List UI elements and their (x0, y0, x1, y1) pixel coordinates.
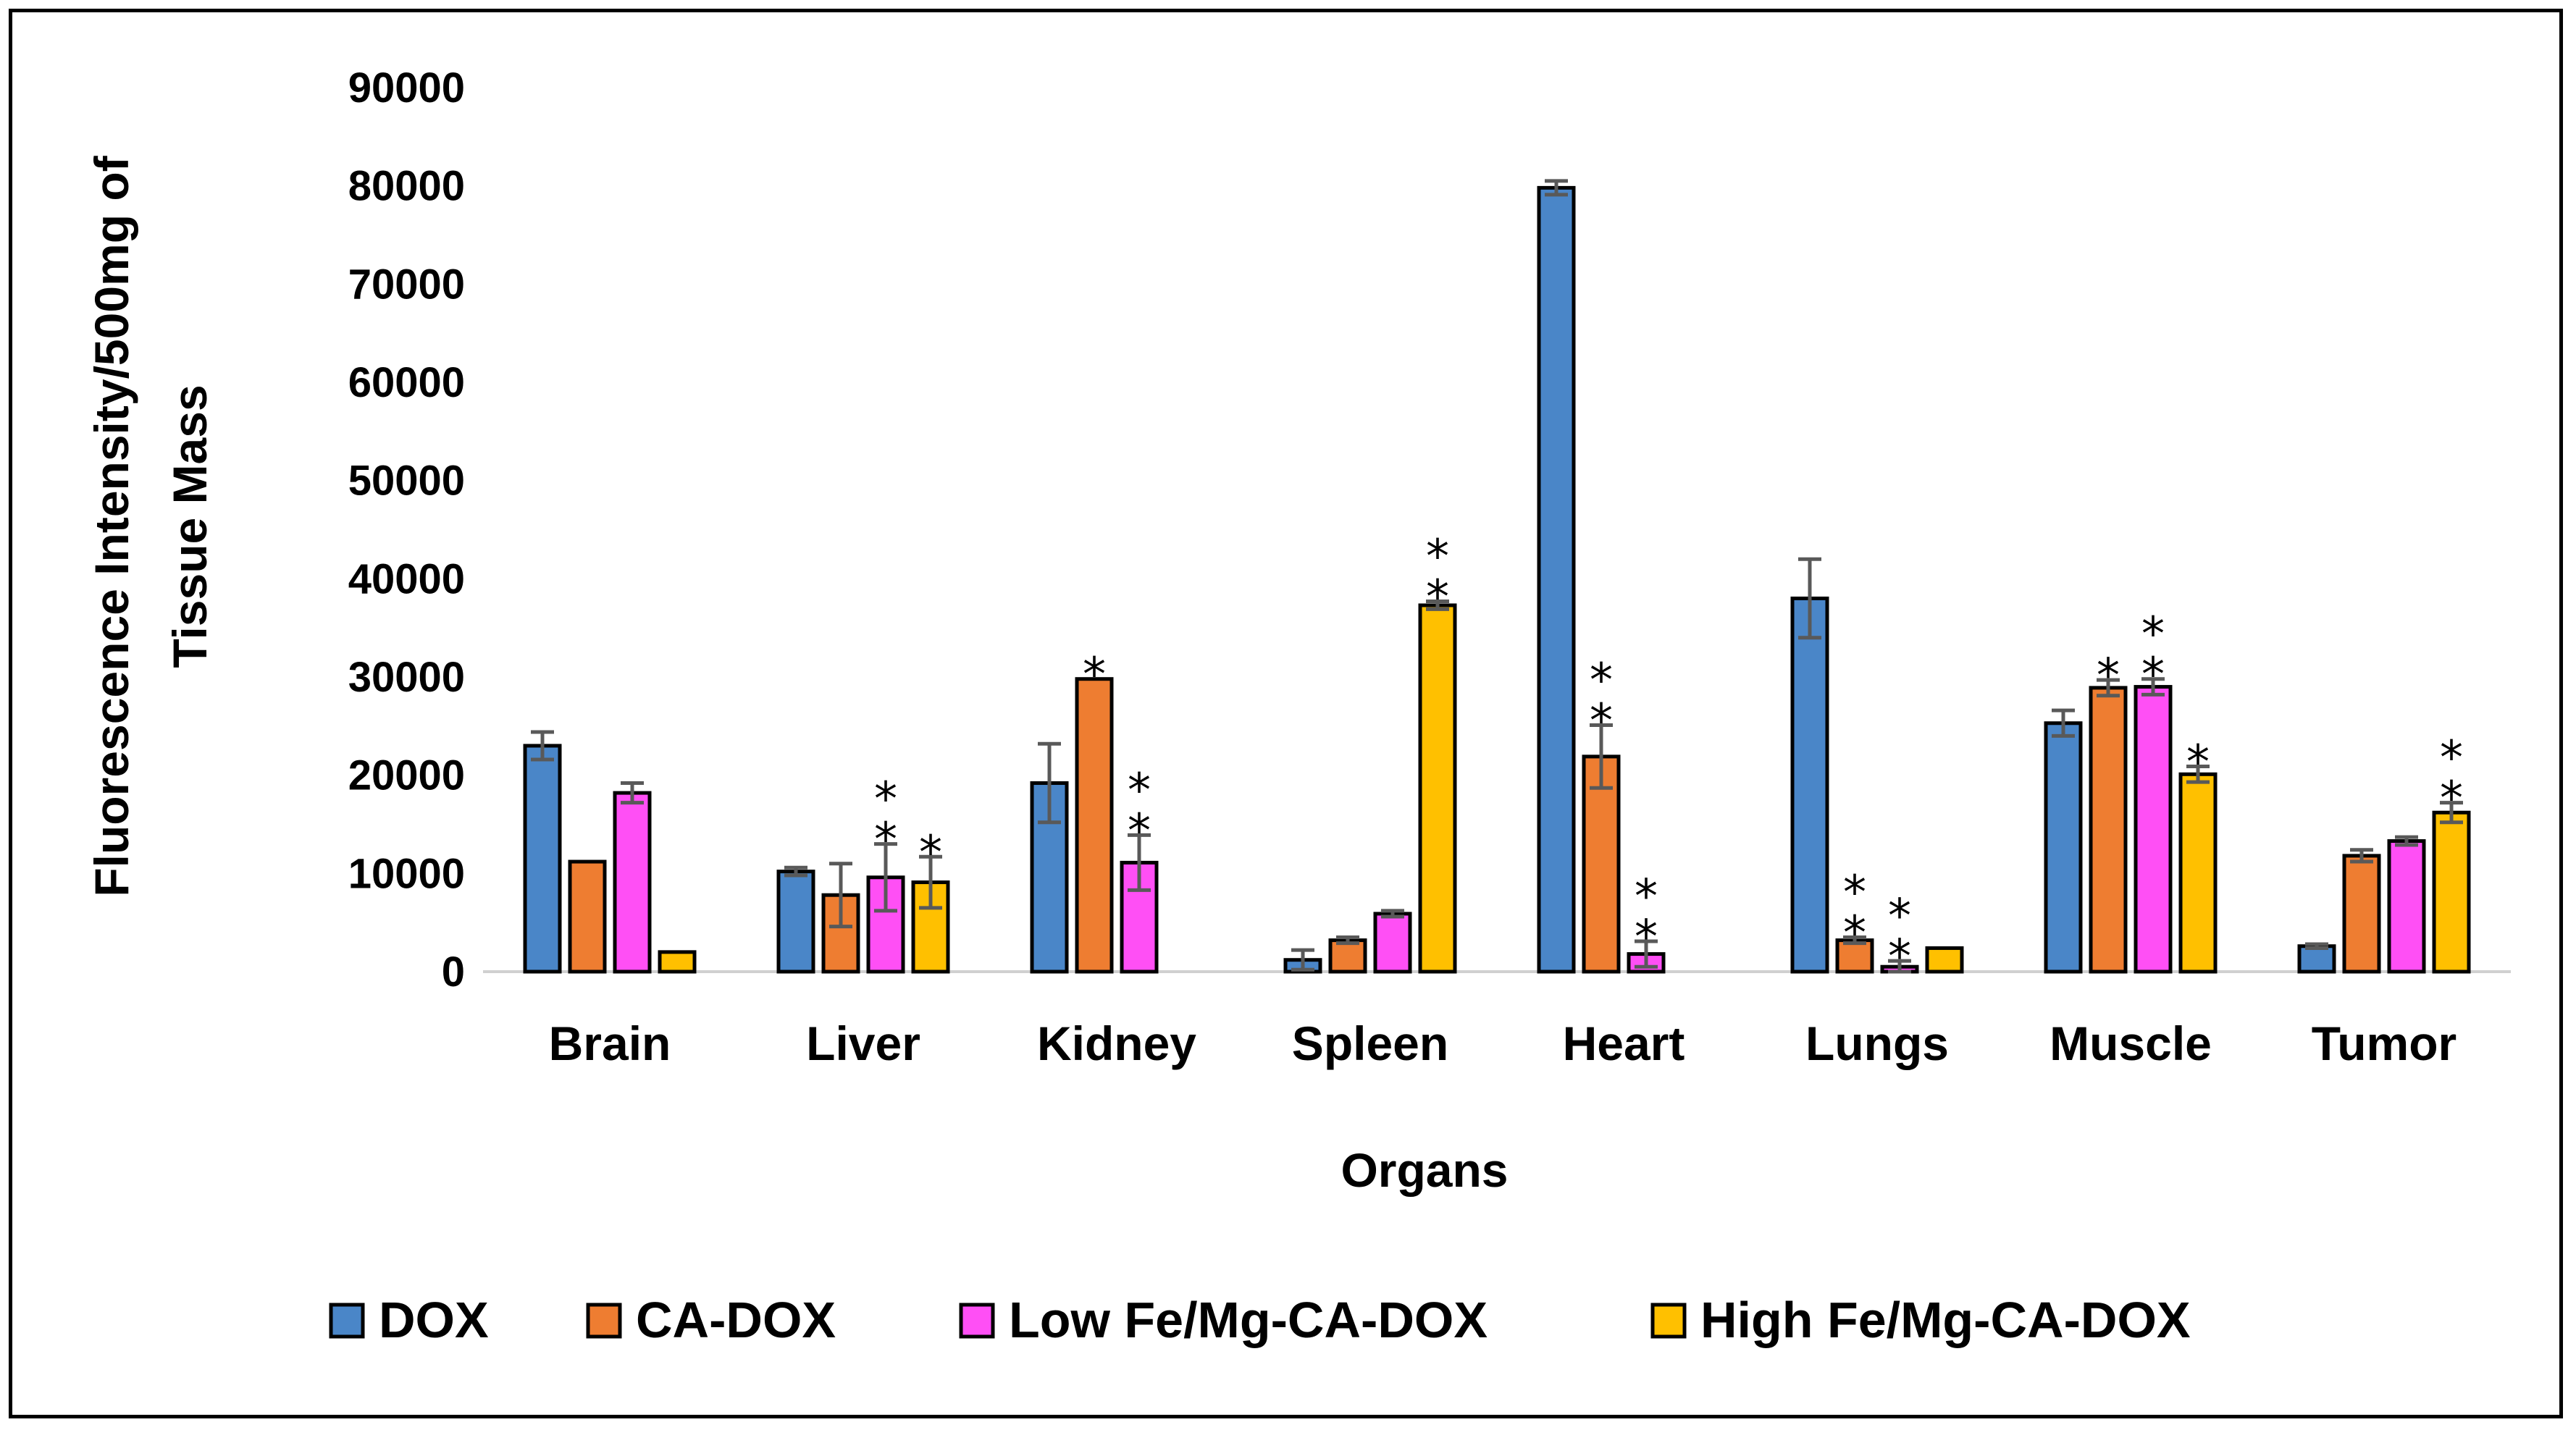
legend-label: Low Fe/Mg-CA-DOX (1009, 1292, 1488, 1348)
bar (1582, 754, 1621, 974)
significance-marker: * (1635, 911, 1658, 964)
y-tick-label: 50000 (348, 458, 465, 505)
legend-swatch (329, 1303, 365, 1339)
significance-marker: * (1843, 907, 1866, 961)
significance-marker: * (919, 826, 942, 880)
bar (523, 744, 562, 974)
y-axis-title-line-2: Tissue Mass (163, 384, 217, 668)
y-tick-label: 40000 (348, 555, 465, 602)
x-tick-label: Tumor (2312, 1017, 2457, 1070)
bar (568, 859, 607, 974)
significance-marker: * (1888, 890, 1911, 943)
bar (2432, 810, 2471, 974)
bar (613, 791, 652, 974)
y-tick-label: 30000 (348, 654, 465, 701)
legend-label: CA-DOX (636, 1292, 836, 1348)
bar (1537, 185, 1576, 974)
bar (2089, 686, 2128, 974)
significance-marker: * (1635, 870, 1658, 924)
y-tick-label: 0 (442, 949, 465, 996)
bar (2178, 772, 2218, 974)
bar (658, 950, 697, 974)
y-tick-label: 80000 (348, 163, 465, 210)
bar (1075, 677, 1114, 974)
significance-marker: * (2097, 649, 2120, 703)
significance-marker: * (1426, 531, 1449, 584)
significance-marker: * (2141, 649, 2165, 702)
bar (2342, 854, 2381, 974)
x-tick-label: Brain (549, 1017, 671, 1070)
y-tick-label: 10000 (348, 850, 465, 897)
significance-marker: * (2186, 736, 2210, 789)
x-axis-title: Organs (1341, 1143, 1508, 1197)
bar (1925, 946, 1964, 974)
x-tick-label: Spleen (1292, 1017, 1448, 1070)
y-tick-label: 60000 (348, 359, 465, 406)
y-tick-label: 20000 (348, 752, 465, 799)
significance-marker: * (874, 773, 897, 827)
x-tick-label: Liver (806, 1017, 920, 1070)
significance-marker: * (1843, 867, 1866, 920)
legend-swatch (1650, 1303, 1687, 1339)
significance-marker: * (2440, 732, 2463, 786)
bar (1373, 912, 1412, 974)
chart-frame: * * * * * * * * * * * * * * * * * * * * * * 0 10000 20000 30000 4… (9, 9, 2563, 1418)
legend-swatch (586, 1303, 622, 1339)
significance-marker: * (1888, 930, 1911, 984)
bar (1790, 596, 1829, 974)
bar (2044, 721, 2083, 974)
y-tick-label: 90000 (348, 64, 465, 112)
x-tick-label: Lungs (1805, 1017, 1949, 1070)
significance-marker: * (1128, 764, 1151, 817)
y-axis-title-line-1: Fluorescence Intensity/500mg of (85, 155, 138, 896)
bar (2387, 839, 2426, 974)
significance-marker: * (1083, 649, 1106, 702)
bar (2134, 685, 2173, 974)
bar (2297, 944, 2336, 974)
significance-marker: * (2440, 773, 2463, 826)
legend-label: High Fe/Mg-CA-DOX (1700, 1292, 2191, 1348)
significance-marker: * (1128, 804, 1151, 858)
significance-marker: * (1590, 654, 1613, 707)
x-tick-label: Heart (1563, 1017, 1685, 1070)
bar (1418, 603, 1457, 974)
y-tick-label: 70000 (348, 261, 465, 308)
bar-chart: ********************** 01000020000300004… (85, 64, 2511, 1348)
significance-marker: * (1426, 571, 1449, 625)
bar (1835, 938, 1874, 974)
significance-marker: * (874, 814, 897, 867)
legend-label: DOX (379, 1292, 489, 1348)
bar (776, 870, 815, 974)
significance-marker: * (2141, 608, 2165, 662)
x-tick-label: Kidney (1037, 1017, 1196, 1070)
x-tick-label: Muscle (2050, 1017, 2212, 1070)
legend-swatch (959, 1303, 995, 1339)
significance-marker: * (1590, 694, 1613, 748)
bar (911, 880, 950, 974)
